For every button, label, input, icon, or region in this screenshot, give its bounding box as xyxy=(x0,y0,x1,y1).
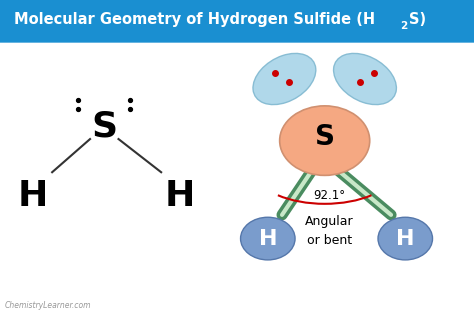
Ellipse shape xyxy=(280,106,370,175)
Ellipse shape xyxy=(253,53,316,105)
Text: 92.1°: 92.1° xyxy=(313,189,346,203)
Text: H: H xyxy=(165,179,195,213)
Ellipse shape xyxy=(334,53,396,105)
Text: Molecular Geometry of Hydrogen Sulfide (H: Molecular Geometry of Hydrogen Sulfide (… xyxy=(14,12,375,27)
Text: ChemistryLearner.com: ChemistryLearner.com xyxy=(5,301,91,310)
Text: S: S xyxy=(315,124,335,151)
Text: 2: 2 xyxy=(400,21,407,31)
Text: S): S) xyxy=(409,12,426,27)
Text: H: H xyxy=(18,179,48,213)
Text: H: H xyxy=(258,228,277,249)
Text: Angular: Angular xyxy=(305,215,354,228)
Ellipse shape xyxy=(378,217,432,260)
Text: S: S xyxy=(91,109,118,143)
Ellipse shape xyxy=(240,217,295,260)
FancyBboxPatch shape xyxy=(0,0,474,43)
Text: or bent: or bent xyxy=(307,234,352,247)
Text: H: H xyxy=(396,228,415,249)
